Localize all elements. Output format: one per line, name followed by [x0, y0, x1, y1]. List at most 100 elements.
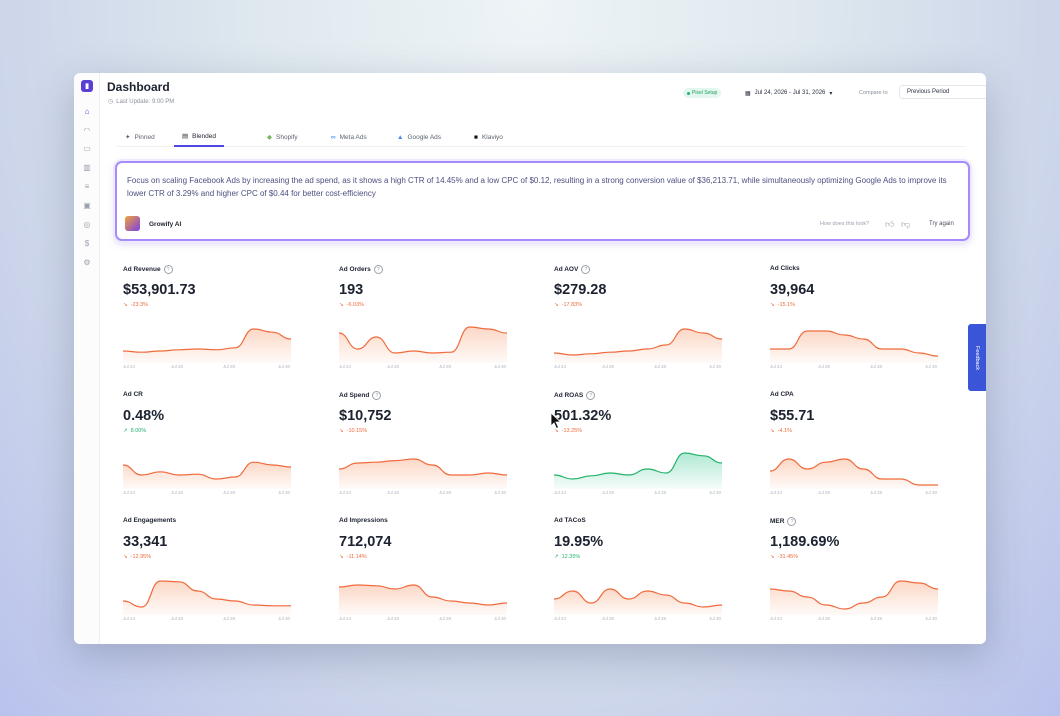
sparkline-area — [339, 327, 507, 363]
tab-pinned[interactable]: ✦ Pinned — [117, 127, 163, 147]
sparkline-axis: Jul 24 Jul 26 Jul 28 Jul 30 — [123, 364, 291, 372]
growify-logo-icon — [125, 216, 140, 231]
metric-card[interactable]: Ad ROAS? 501.32% ↘ -13.25% Jul 24 Jul 26 Jul 2… — [554, 391, 724, 501]
sparkline-chart — [770, 458, 938, 489]
metric-value: $10,752 — [339, 408, 392, 424]
metric-card[interactable]: Ad Spend? $10,752 ↘ -10.15% Jul 24 Jul 26 Jul … — [339, 391, 509, 501]
metric-change-text: -15.1% — [777, 302, 796, 308]
date-range-picker[interactable]: ▦ Jul 24, 2026 - Jul 31, 2026 ▾ — [745, 87, 832, 99]
metric-value: $55.71 — [770, 408, 815, 424]
pin-icon: ✦ — [125, 134, 131, 141]
people-icon[interactable]: ◎ — [83, 219, 91, 229]
compare-select[interactable]: Previous Period ▾ — [899, 85, 986, 99]
metric-card[interactable]: Ad CPA $55.71 ↘ -4.1% Jul 24 Jul 26 Jul 28 Jul … — [770, 391, 940, 501]
trend-down-icon: ↘ — [123, 302, 128, 308]
metric-card[interactable]: Ad TACoS 19.95% ↗ 12.35% Jul 24 Jul 26 Jul 28 J… — [554, 517, 724, 627]
sparkline-chart — [339, 326, 507, 363]
thumbs-down-icon[interactable]: 👎︎ — [901, 219, 911, 229]
axis-tick-label: Jul 28 — [870, 364, 883, 369]
metric-change: ↘ -12.95% — [123, 554, 151, 560]
ads-icon[interactable]: ▣ — [83, 200, 91, 210]
axis-tick-label: Jul 24 — [123, 364, 136, 369]
home-icon[interactable]: ⌂ — [84, 106, 90, 116]
axis-tick-label: Jul 28 — [223, 364, 236, 369]
google-icon: ▲ — [397, 133, 404, 141]
tab-meta-ads[interactable]: ∞ Meta Ads — [323, 127, 375, 147]
metric-card[interactable]: Ad CR 0.48% ↗ 8.00% Jul 24 Jul 26 Jul 28 Jul 30 — [123, 391, 293, 501]
help-icon[interactable]: ? — [787, 517, 797, 526]
metric-card[interactable]: MER? 1,189.69% ↘ -31.45% Jul 24 Jul 26 Jul 28 J… — [770, 517, 940, 627]
app-logo-icon[interactable]: ▮ — [81, 80, 93, 92]
thumbs-up-icon[interactable]: 👍︎ — [885, 219, 895, 229]
sparkline-area — [770, 331, 938, 363]
axis-tick-label: Jul 24 — [123, 490, 136, 495]
status-dot-icon — [687, 91, 690, 95]
metric-label-text: Ad Orders — [339, 266, 371, 273]
tab-blended[interactable]: ▤ Blended — [174, 127, 225, 147]
metric-card[interactable]: Ad Clicks 39,964 ↘ -15.1% Jul 24 Jul 26 Jul 28… — [770, 265, 940, 375]
metric-value: 1,189.69% — [770, 534, 840, 550]
cart-icon[interactable]: ▭ — [83, 143, 91, 153]
try-again-button[interactable]: Try again — [929, 221, 954, 227]
axis-tick-label: Jul 30 — [925, 364, 938, 369]
sparkline-line — [123, 328, 291, 353]
sparkline-area — [123, 329, 291, 363]
clock-icon: ◷ — [108, 99, 114, 105]
tab-klaviyo[interactable]: ■ Klaviyo — [466, 127, 511, 147]
metric-label: Ad Clicks — [770, 265, 800, 272]
tab-google-ads[interactable]: ▲ Google Ads — [389, 127, 449, 147]
axis-tick-label: Jul 28 — [870, 616, 883, 621]
sparkline-area — [554, 329, 722, 363]
sparkline-chart — [123, 461, 291, 489]
axis-tick-label: Jul 30 — [278, 490, 291, 495]
feedback-button[interactable]: Feedback — [968, 324, 986, 391]
pixel-setup-label: Pixel Setup — [692, 90, 718, 96]
metric-label: Ad ROAS? — [554, 391, 596, 400]
sparkline-line — [770, 330, 938, 357]
help-icon[interactable]: ? — [373, 265, 383, 274]
help-icon[interactable]: ? — [163, 265, 173, 274]
tab-shopify[interactable]: ◆ Shopify — [259, 127, 306, 147]
dollar-icon[interactable]: $ — [84, 238, 90, 248]
axis-tick-label: Jul 26 — [602, 490, 615, 495]
metric-value: 193 — [339, 282, 364, 298]
sparkline-area — [770, 459, 938, 489]
metric-card[interactable]: Ad Impressions 712,074 ↘ -11.14% Jul 24 Jul 2… — [339, 517, 509, 627]
axis-tick-label: Jul 24 — [770, 490, 783, 495]
axis-tick-label: Jul 26 — [171, 490, 184, 495]
orders-icon[interactable]: ◠ — [83, 125, 91, 135]
help-icon[interactable]: ? — [581, 265, 591, 274]
metric-value: 0.48% — [123, 408, 165, 424]
date-range-text: Jul 24, 2026 - Jul 31, 2026 — [754, 90, 826, 96]
axis-tick-label: Jul 28 — [870, 490, 883, 495]
metric-label: Ad CR — [123, 391, 143, 398]
tab-label: Google Ads — [407, 133, 442, 141]
settings-icon[interactable]: ⚙ — [83, 257, 91, 267]
axis-tick-label: Jul 30 — [278, 364, 291, 369]
chart-icon[interactable]: ▥ — [83, 162, 91, 172]
axis-tick-label: Jul 26 — [818, 616, 831, 621]
help-icon[interactable]: ? — [586, 391, 596, 400]
axis-tick-label: Jul 28 — [439, 616, 452, 621]
metric-change-text: -6.03% — [346, 302, 365, 308]
metric-card[interactable]: Ad Engagements 33,341 ↘ -12.95% Jul 24 Jul 26… — [123, 517, 293, 627]
trend-down-icon: ↘ — [339, 428, 344, 434]
stack-icon: ▤ — [182, 133, 189, 140]
help-icon[interactable]: ? — [372, 391, 382, 400]
sparkline-area — [123, 581, 291, 615]
axis-tick-label: Jul 28 — [223, 616, 236, 621]
metric-label: Ad AOV? — [554, 265, 591, 274]
pixel-setup-badge[interactable]: Pixel Setup — [683, 88, 722, 98]
shopify-icon: ◆ — [267, 134, 272, 141]
metric-card[interactable]: Ad Orders? 193 ↘ -6.03% Jul 24 Jul 26 Jul 28 Ju… — [339, 265, 509, 375]
feedback-label: Feedback — [974, 345, 980, 370]
metric-change-text: 8.00% — [130, 428, 147, 434]
metric-card[interactable]: Ad Revenue? $53,901.73 ↘ -23.3% Jul 24 Jul 26… — [123, 265, 293, 375]
sparkline-line — [339, 326, 507, 354]
metric-value: $279.28 — [554, 282, 607, 298]
axis-tick-label: Jul 24 — [770, 616, 783, 621]
sparkline-chart — [339, 584, 507, 615]
list-icon[interactable]: ≡ — [84, 181, 90, 191]
metric-card[interactable]: Ad AOV? $279.28 ↘ -17.83% Jul 24 Jul 26 Jul 28… — [554, 265, 724, 375]
sparkline-axis: Jul 24 Jul 26 Jul 28 Jul 30 — [770, 364, 938, 372]
